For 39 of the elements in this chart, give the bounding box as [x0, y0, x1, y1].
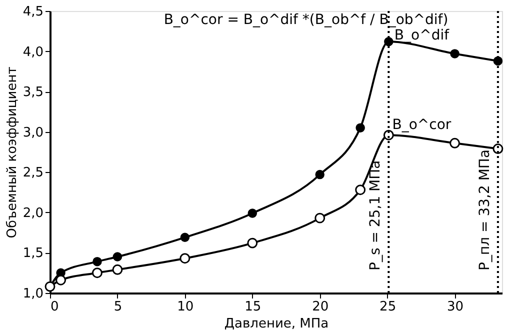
point [180, 232, 190, 242]
point [56, 274, 66, 286]
y-tick-label: 1,0 [22, 286, 44, 302]
x-tick-label: 25 [380, 300, 396, 314]
y-tick-label: 4,0 [22, 44, 44, 60]
y-tick-label: 3,5 [22, 85, 44, 100]
point [315, 170, 324, 180]
x-axis-title: Давление, МПа [224, 316, 329, 332]
point [247, 238, 258, 248]
x-tick-label: 15 [244, 300, 262, 314]
series-label: B_o^cor [392, 117, 452, 134]
y-tick-label: 4,5 [22, 4, 44, 20]
y-tick-label: 2,0 [22, 206, 44, 221]
point [248, 208, 258, 218]
x-tick-label: 20 [312, 300, 329, 314]
point [180, 253, 190, 264]
y-tick-label: 1,5 [22, 246, 44, 262]
y-tick-label: 2,5 [22, 166, 44, 181]
point [92, 268, 102, 278]
y-axis-title: Объемный коэффициент [4, 66, 20, 238]
point [384, 37, 394, 46]
point [356, 123, 365, 132]
chart-title: B_o^cor = B_o^dif *(B_ob^f / B_ob^dif) [164, 12, 448, 28]
point [450, 138, 460, 148]
x-tick-label: 0 [50, 300, 59, 314]
point [112, 252, 122, 262]
point [92, 256, 102, 266]
series-label: B_o^dif [394, 28, 450, 44]
point [450, 49, 460, 58]
point [493, 56, 503, 66]
ref-line-label: P_пл = 33,2 МПа [476, 149, 493, 270]
ref-line-label: P_s = 25,1 МПа [368, 160, 384, 270]
point [112, 264, 123, 275]
y-tick-label: 3,0 [22, 125, 44, 140]
x-tick-label: 10 [177, 300, 194, 314]
x-tick-label: 5 [114, 300, 122, 314]
point [314, 212, 326, 224]
point [355, 184, 366, 196]
x-tick-label: 30 [447, 300, 464, 314]
